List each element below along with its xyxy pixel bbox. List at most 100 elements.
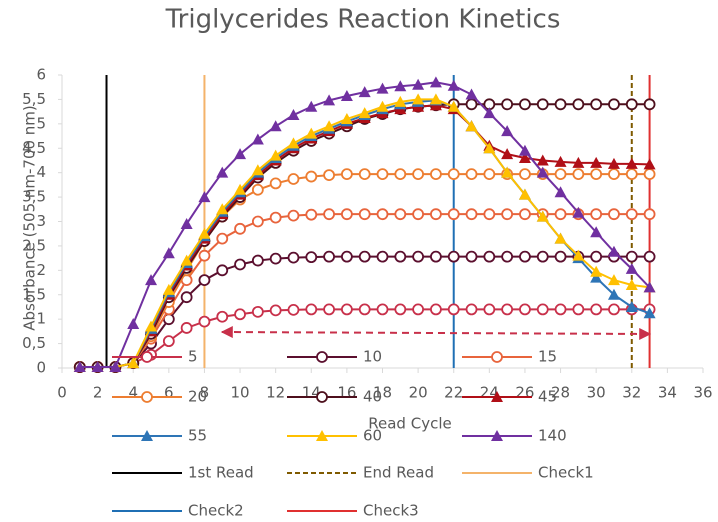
data-point (519, 303, 531, 316)
legend-item: 45 (462, 388, 557, 406)
x-axis-label: Read Cycle (368, 415, 451, 433)
data-point (518, 152, 531, 164)
data-point (162, 283, 175, 295)
x-tick-label: 12 (266, 384, 285, 402)
data-point (590, 168, 603, 181)
data-point (625, 250, 638, 263)
data-point (429, 76, 442, 88)
data-point (607, 288, 620, 300)
legend-label: 15 (538, 348, 557, 366)
data-point (465, 208, 478, 221)
data-point (287, 209, 300, 222)
data-point (554, 232, 567, 244)
data-point (340, 250, 353, 263)
data-point (625, 168, 638, 181)
x-tick-label: 16 (337, 384, 356, 402)
data-point (590, 156, 603, 168)
data-point (590, 98, 603, 111)
data-point (358, 107, 371, 119)
data-point (251, 183, 264, 196)
data-point (234, 183, 247, 195)
legend-marker (316, 430, 328, 441)
data-point (643, 98, 656, 111)
data-point (590, 271, 603, 283)
data-point (643, 208, 656, 221)
data-point (430, 303, 442, 316)
y-tick-label: 1,5 (22, 285, 46, 303)
legend-label: End Read (363, 464, 434, 482)
data-point (519, 98, 531, 111)
data-point (358, 208, 371, 221)
series-line (79, 99, 650, 369)
data-point (376, 208, 389, 221)
data-point (590, 226, 603, 238)
legend-marker (491, 351, 503, 363)
data-point (340, 208, 353, 221)
legend-item: 140 (462, 427, 567, 445)
data-point (430, 250, 442, 263)
data-point (234, 222, 246, 235)
data-point (572, 303, 585, 316)
data-point (429, 93, 442, 105)
data-point (198, 227, 211, 239)
x-tick-label: 18 (373, 384, 392, 402)
data-point (519, 168, 531, 181)
data-point (269, 252, 282, 265)
y-tick-label: 0 (36, 359, 46, 377)
data-point (287, 173, 300, 185)
data-point (376, 100, 389, 112)
x-tick-label: 32 (622, 384, 641, 402)
data-point (145, 320, 158, 332)
x-tick-label: 22 (444, 384, 463, 402)
data-point (447, 168, 460, 181)
data-point (287, 251, 300, 264)
legend-label: 55 (188, 427, 207, 445)
data-point (251, 164, 264, 176)
legend-label: 45 (538, 388, 557, 406)
data-point (269, 211, 282, 224)
legend-item: 1st Read (112, 464, 254, 482)
data-point (607, 245, 620, 257)
data-point (625, 262, 638, 274)
data-point (305, 303, 318, 316)
legend-marker (141, 391, 153, 403)
data-point (412, 208, 425, 221)
data-point (358, 86, 371, 98)
data-point (554, 186, 567, 198)
legend-marker (491, 391, 503, 402)
x-tick-label: 2 (93, 384, 103, 402)
data-point (465, 120, 478, 132)
data-point (412, 303, 425, 316)
data-point (608, 208, 620, 221)
data-point (394, 95, 407, 107)
data-point (358, 168, 371, 181)
data-point (554, 155, 567, 167)
data-point (590, 265, 603, 277)
data-point (127, 357, 140, 369)
data-point (323, 169, 335, 182)
y-tick-label: 3 (36, 212, 46, 230)
data-point (572, 206, 585, 218)
legend-label: 60 (363, 427, 382, 445)
series-line (79, 98, 650, 369)
data-point (430, 208, 442, 221)
data-point (447, 208, 460, 221)
data-point (198, 315, 211, 328)
data-point (376, 82, 389, 94)
data-point (465, 250, 478, 263)
data-point (358, 250, 371, 263)
data-point (572, 168, 585, 181)
legend-item: 10 (287, 348, 382, 366)
data-point (323, 208, 335, 221)
data-point (340, 168, 353, 181)
y-tick-label: 5,5 (22, 90, 46, 108)
data-point (376, 250, 389, 263)
data-point (625, 300, 638, 312)
data-point (234, 308, 246, 321)
data-point (180, 217, 193, 229)
data-point (483, 168, 496, 181)
data-point (607, 157, 620, 169)
data-point (536, 250, 549, 263)
data-point (608, 303, 620, 316)
